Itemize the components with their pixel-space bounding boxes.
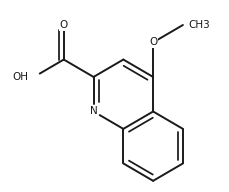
Text: N: N: [89, 107, 97, 117]
Text: O: O: [59, 20, 68, 30]
Text: OH: OH: [13, 72, 29, 82]
Text: O: O: [148, 37, 157, 47]
Text: CH3: CH3: [187, 20, 209, 30]
